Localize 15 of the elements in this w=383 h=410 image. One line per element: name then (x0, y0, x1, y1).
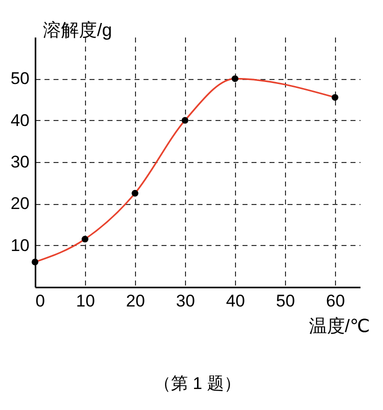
x-tick-label: 50 (276, 292, 295, 310)
x-tick-label: 0 (36, 292, 45, 310)
x-tick-label: 10 (76, 292, 95, 310)
text: （第 1 题） (154, 374, 241, 393)
y-tick-label: 30 (10, 152, 30, 172)
x-tick-label: 60 (326, 292, 345, 310)
x-tick-label: 20 (126, 292, 145, 310)
y-axis-title: 溶解度/g (43, 20, 112, 40)
y-tick-label: 40 (10, 110, 30, 130)
x-tick-label: 40 (226, 292, 245, 310)
y-tick-label: 50 (10, 69, 30, 88)
y-tick-label: 20 (10, 194, 30, 214)
x-axis-title: 温度/℃ (308, 316, 370, 336)
x-tick-label: 30 (176, 292, 195, 310)
y-tick-label: 10 (10, 236, 30, 255)
